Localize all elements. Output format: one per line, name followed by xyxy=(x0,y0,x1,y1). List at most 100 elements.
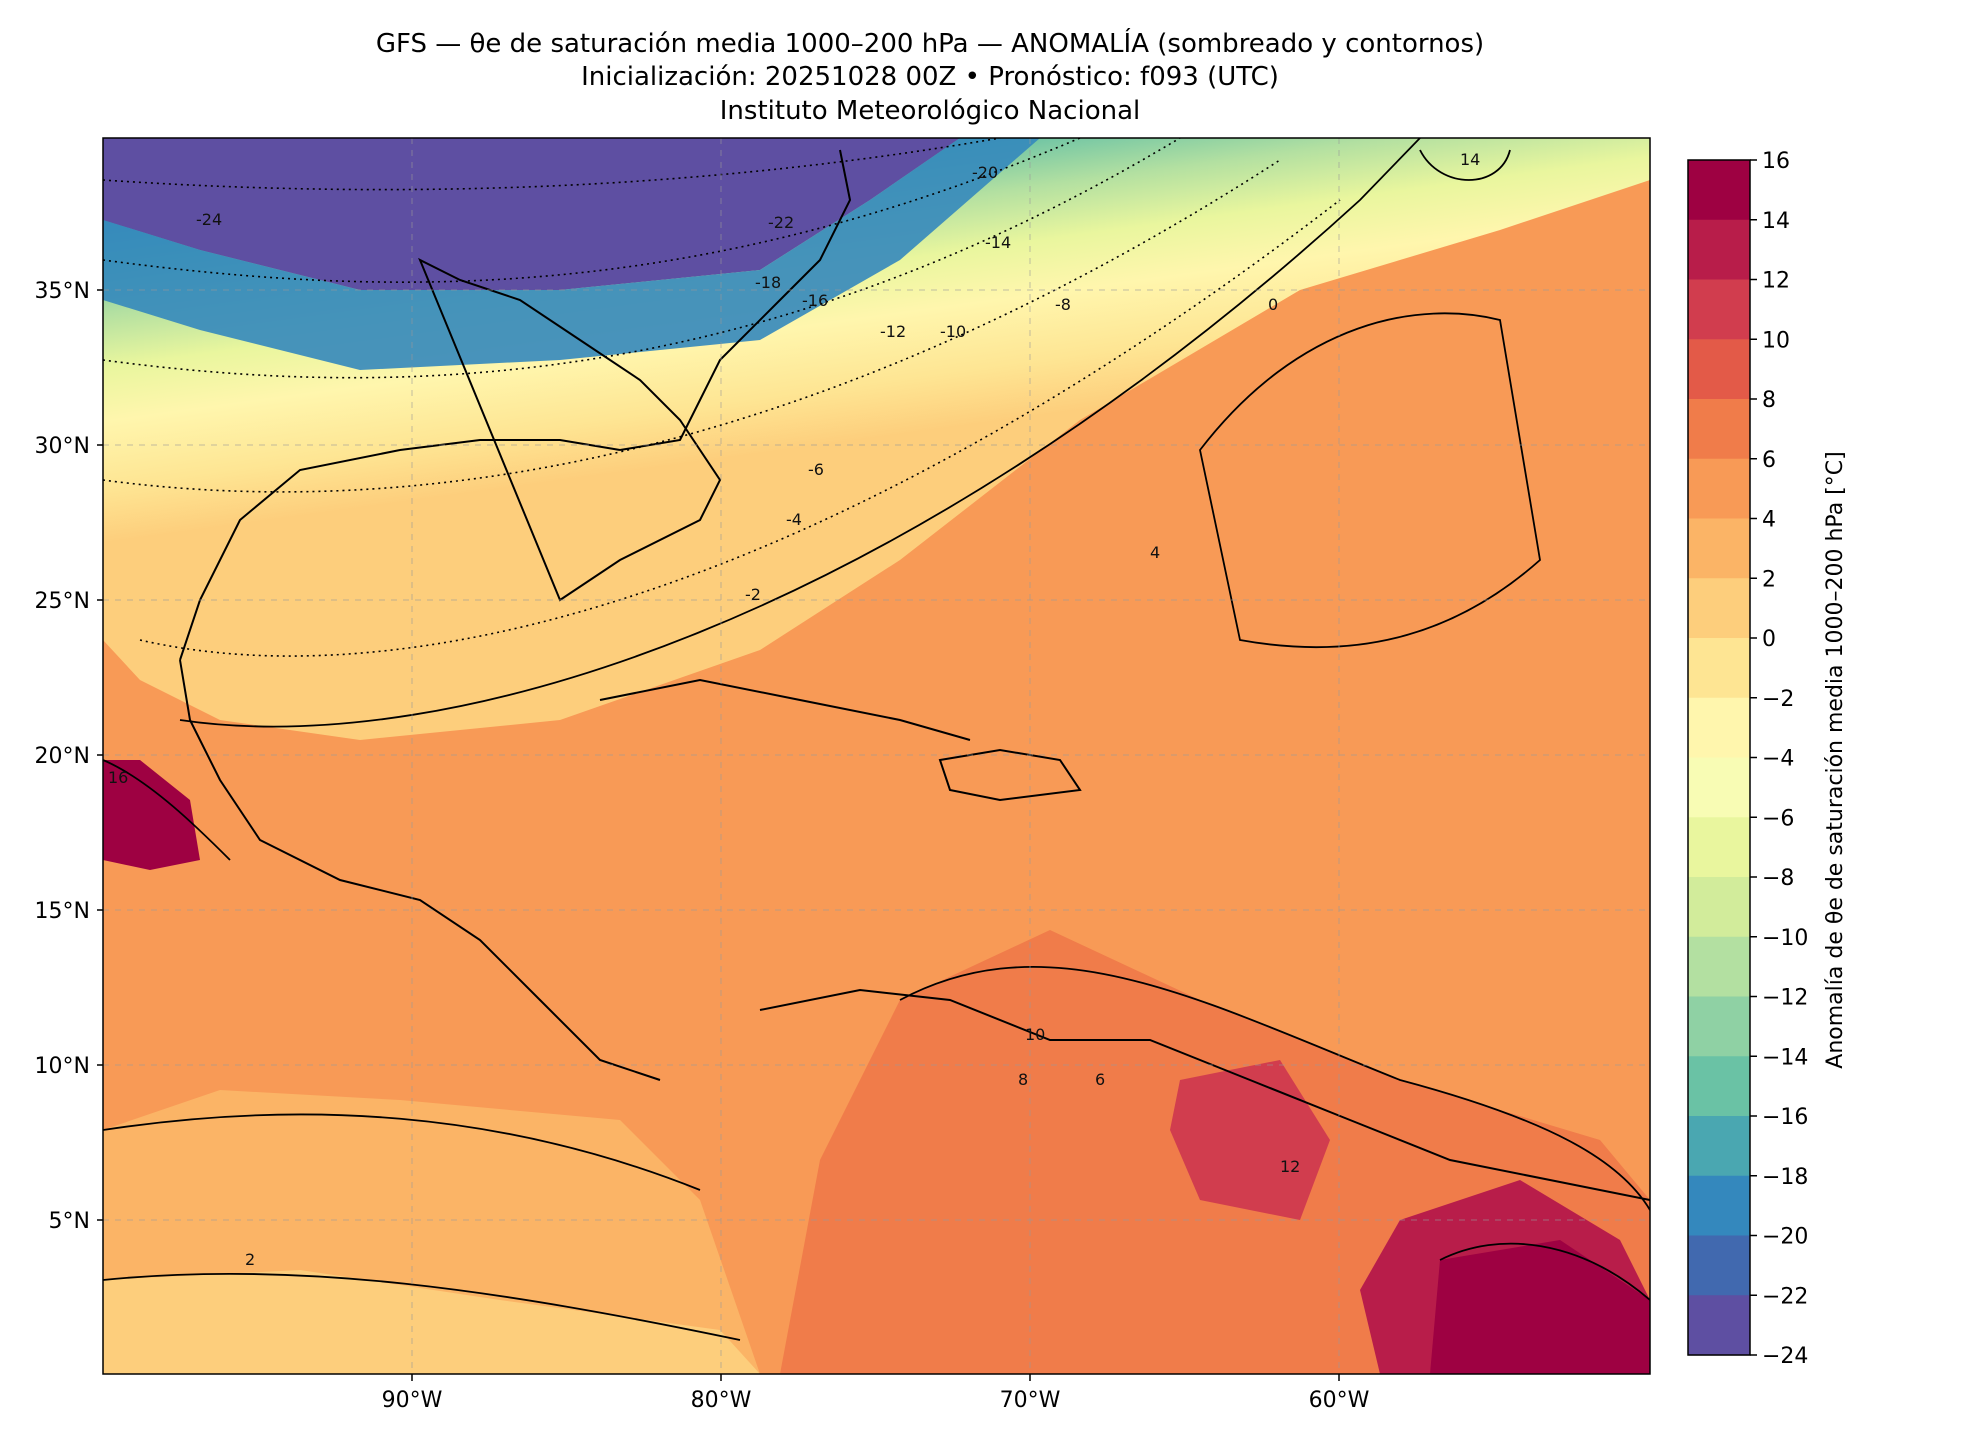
coastline-us-east xyxy=(619,149,852,451)
field-band-minus-24 xyxy=(103,138,960,290)
contour-label: -8 xyxy=(1055,295,1071,314)
colorbar-tick-label: 14 xyxy=(1762,209,1790,234)
map-subtitle-institute: Instituto Meteorológico Nacional xyxy=(719,96,1141,126)
lon-tick-label: 60°W xyxy=(1309,1388,1370,1413)
colorbar-segment xyxy=(1688,936,1750,998)
colorbar-segment xyxy=(1688,996,1750,1057)
contour-positive xyxy=(103,1113,701,1191)
colorbar-segment xyxy=(1688,578,1750,639)
colorbar-segment xyxy=(1688,458,1750,520)
contour-label: -22 xyxy=(768,213,794,232)
colorbar-tick-label: 12 xyxy=(1762,269,1790,294)
contour-label: 6 xyxy=(1095,1070,1105,1089)
colorbar-segment xyxy=(1688,638,1750,699)
contour-label: 2 xyxy=(245,1250,255,1269)
field-band-0-2 xyxy=(103,1270,760,1374)
contour-label: -14 xyxy=(985,233,1011,252)
colorbar-tick-label: −16 xyxy=(1762,1105,1808,1130)
colorbar-tick-label: −12 xyxy=(1762,986,1808,1011)
contour-label: 10 xyxy=(1025,1025,1045,1044)
contour-label: -10 xyxy=(940,322,966,341)
contour-label: 16 xyxy=(108,768,128,787)
contour-label: -24 xyxy=(196,210,222,229)
colorbar-tick-label: −20 xyxy=(1762,1225,1808,1250)
coastline-mexico-central-america xyxy=(179,659,661,1081)
colorbar-segment xyxy=(1688,697,1750,759)
contour-label: 4 xyxy=(1150,543,1160,562)
colorbar-segment xyxy=(1688,399,1750,460)
contour-label: -4 xyxy=(786,510,802,529)
lat-tick-label: 10°N xyxy=(35,1054,90,1079)
colorbar: 16 14 12 10 8 6 4 2 0 −2 −4 −6 −8 −10 −12 −14 −16 −18 −20 −… xyxy=(1687,149,1808,1369)
colorbar-segment xyxy=(1688,1235,1750,1296)
colorbar-tick-label: 0 xyxy=(1762,627,1776,652)
contour-label: -20 xyxy=(972,163,998,182)
coastline-cuba xyxy=(599,678,971,741)
colorbar-tick-label: 6 xyxy=(1762,448,1776,473)
contour-label: -2 xyxy=(745,585,761,604)
colorbar-label: Anomalía de θe de saturación media 1000–… xyxy=(1823,451,1848,1068)
colorbar-segment xyxy=(1688,1116,1750,1177)
field-band-14-16 xyxy=(1430,1240,1650,1374)
colorbar-segment xyxy=(1688,518,1750,579)
contour-positive xyxy=(1419,149,1511,181)
lon-tick-label: 70°W xyxy=(1000,1388,1061,1413)
colorbar-tick-label: −10 xyxy=(1762,926,1808,951)
colorbar-segment xyxy=(1688,160,1750,221)
contour-label: -18 xyxy=(755,273,781,292)
colorbar-segment xyxy=(1688,339,1750,400)
map-title: GFS — θe de saturación media 1000–200 hP… xyxy=(375,29,1485,59)
field-band-minus-20 xyxy=(103,138,1040,370)
contour-label: 8 xyxy=(1018,1070,1028,1089)
lon-tick-label: 90°W xyxy=(382,1388,443,1413)
colorbar-tick-label: −6 xyxy=(1762,806,1794,831)
colorbar-tick-label: −18 xyxy=(1762,1165,1808,1190)
contour-negative xyxy=(139,199,1341,657)
lat-tick-label: 35°N xyxy=(35,279,90,304)
colorbar-segment xyxy=(1688,279,1750,340)
colorbar-segment xyxy=(1688,1295,1750,1356)
colorbar-segment xyxy=(1688,877,1750,938)
colorbar-segment xyxy=(1688,1056,1750,1117)
colorbar-tick-label: −22 xyxy=(1762,1284,1808,1309)
colorbar-segment xyxy=(1688,817,1750,878)
contour-zero xyxy=(179,138,1421,728)
lon-tick-label: 80°W xyxy=(691,1388,752,1413)
colorbar-tick-label: 4 xyxy=(1762,508,1776,533)
map-panel: -24 -22 -20 -18 -16 -14 -12 -10 -8 -6 -4… xyxy=(103,138,1650,1374)
lat-tick-label: 5°N xyxy=(49,1209,90,1234)
contour-label: 12 xyxy=(1280,1157,1300,1176)
contour-positive xyxy=(899,965,1650,1211)
colorbar-tick-label: −14 xyxy=(1762,1045,1808,1070)
colorbar-tick-label: −4 xyxy=(1762,747,1794,772)
map-subtitle-init: Inicialización: 20251028 00Z • Pronóstic… xyxy=(581,62,1279,92)
colorbar-tick-label: −2 xyxy=(1762,687,1794,712)
contour-label: -16 xyxy=(802,291,828,310)
graticule xyxy=(103,138,1650,1374)
contour-label: -6 xyxy=(808,460,824,479)
colorbar-tick-label: −8 xyxy=(1762,866,1794,891)
field-band-west-max xyxy=(103,760,200,870)
colorbar-tick-label: 10 xyxy=(1762,328,1790,353)
colorbar-tick-label: 8 xyxy=(1762,388,1776,413)
lat-tick-label: 15°N xyxy=(35,899,90,924)
colorbar-tick-label: −24 xyxy=(1762,1344,1808,1369)
colorbar-segment xyxy=(1688,757,1750,818)
colorbar-segment xyxy=(1688,1175,1750,1237)
coastline-hispaniola xyxy=(938,748,1082,802)
contour-label: 14 xyxy=(1460,150,1480,169)
coastline-northern-gulf xyxy=(179,439,621,661)
colorbar-tick-label: 16 xyxy=(1762,149,1790,174)
field-band-10-12 xyxy=(1170,1060,1330,1220)
contour-negative xyxy=(103,159,1281,493)
contour-label: 0 xyxy=(1268,295,1278,314)
contour-positive xyxy=(103,1272,741,1341)
lat-tick-label: 25°N xyxy=(35,589,90,614)
contour-positive xyxy=(103,759,231,861)
longitude-axis: 90°W 80°W 70°W 60°W xyxy=(382,1374,1370,1413)
coastline-gulf xyxy=(418,257,722,602)
contour-label: -12 xyxy=(880,322,906,341)
lat-tick-label: 30°N xyxy=(35,434,90,459)
contour-positive xyxy=(1439,1242,1650,1301)
